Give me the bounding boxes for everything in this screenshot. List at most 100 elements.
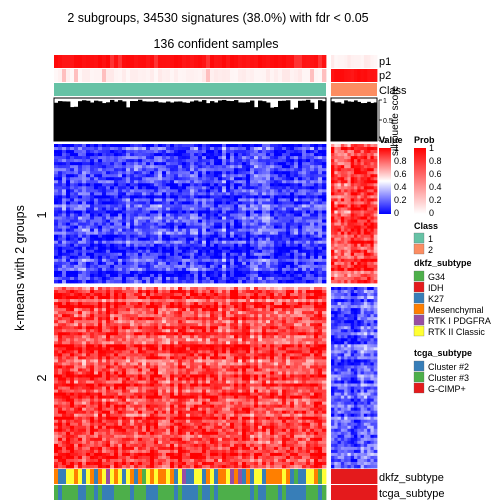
heatmap-cell <box>94 171 99 175</box>
heatmap-cell <box>354 276 358 281</box>
heatmap-cell <box>360 198 365 202</box>
heatmap-cell <box>310 323 315 327</box>
heatmap-cell <box>294 201 299 205</box>
heatmap-cell <box>363 252 368 257</box>
heatmap-cell <box>258 162 263 166</box>
heatmap-cell <box>150 287 155 291</box>
heatmap-cell <box>162 186 167 190</box>
heatmap-cell <box>58 243 63 248</box>
heatmap-cell <box>357 207 361 211</box>
heatmap-cell <box>294 207 299 211</box>
heatmap-cell <box>344 276 348 281</box>
heatmap-cell <box>318 329 323 333</box>
heatmap-cell <box>306 311 311 315</box>
heatmap-cell <box>178 237 183 242</box>
heatmap-cell <box>134 255 139 260</box>
heatmap-cell <box>222 210 227 214</box>
heatmap-cell <box>174 252 179 257</box>
heatmap-cell <box>90 335 95 339</box>
heatmap-cell <box>86 314 91 318</box>
heatmap-cell <box>314 174 319 178</box>
heatmap-cell <box>186 144 191 148</box>
heatmap-cell <box>154 290 159 294</box>
heatmap-cell <box>258 165 263 169</box>
heatmap-cell <box>182 237 187 242</box>
heatmap-cell <box>154 329 159 333</box>
heatmap-cell <box>334 189 338 193</box>
heatmap-cell <box>238 314 243 318</box>
heatmap-cell <box>290 246 295 251</box>
heatmap-cell <box>258 195 263 199</box>
heatmap-cell <box>138 302 143 306</box>
heatmap-cell <box>310 240 315 245</box>
heatmap-cell <box>350 159 355 163</box>
heatmap-cell <box>106 240 111 245</box>
heatmap-cell <box>182 299 187 303</box>
heatmap-cell <box>54 240 59 245</box>
heatmap-cell <box>182 180 187 184</box>
heatmap-cell <box>194 261 199 266</box>
heatmap-cell <box>134 305 139 309</box>
heatmap-cell <box>344 153 348 157</box>
heatmap-cell <box>134 246 139 251</box>
heatmap-cell <box>106 213 111 217</box>
heatmap-cell <box>246 177 251 181</box>
heatmap-cell <box>106 311 111 315</box>
heatmap-cell <box>154 302 159 306</box>
heatmap-cell <box>174 243 179 248</box>
heatmap-cell <box>298 177 303 181</box>
heatmap-cell <box>222 258 227 263</box>
heatmap-cell <box>86 147 91 151</box>
heatmap-cell <box>373 174 378 178</box>
heatmap-cell <box>54 338 59 342</box>
heatmap-cell <box>190 192 195 196</box>
heatmap-cell <box>218 165 223 169</box>
heatmap-cell <box>114 314 119 318</box>
heatmap-cell <box>110 308 115 312</box>
heatmap-cell <box>206 183 211 187</box>
heatmap-cell <box>142 243 147 248</box>
heatmap-cell <box>298 290 303 294</box>
heatmap-cell <box>74 192 79 196</box>
heatmap-cell <box>357 270 361 275</box>
heatmap-cell <box>262 293 267 297</box>
heatmap-cell <box>230 207 235 211</box>
heatmap-cell <box>82 258 87 263</box>
heatmap-cell <box>102 198 107 202</box>
heatmap-cell <box>238 270 243 275</box>
heatmap-cell <box>270 162 275 166</box>
heatmap-cell <box>250 302 255 306</box>
heatmap-cell <box>102 332 107 336</box>
heatmap-cell <box>158 329 163 333</box>
heatmap-cell <box>102 314 107 318</box>
heatmap-cell <box>298 311 303 315</box>
heatmap-cell <box>98 267 103 272</box>
heatmap-cell <box>367 261 371 266</box>
heatmap-cell <box>262 320 267 324</box>
heatmap-cell <box>78 317 83 321</box>
heatmap-cell <box>142 144 147 148</box>
heatmap-cell <box>262 287 267 291</box>
heatmap-cell <box>202 153 207 157</box>
heatmap-cell <box>210 293 215 297</box>
heatmap-cell <box>266 305 271 309</box>
heatmap-cell <box>162 317 167 321</box>
heatmap-cell <box>130 156 135 160</box>
heatmap-cell <box>146 243 151 248</box>
heatmap-cell <box>198 204 203 208</box>
heatmap-cell <box>254 177 259 181</box>
heatmap-cell <box>290 162 295 166</box>
heatmap-cell <box>142 192 147 196</box>
heatmap-cell <box>298 323 303 327</box>
heatmap-cell <box>354 201 358 205</box>
heatmap-cell <box>142 314 147 318</box>
heatmap-cell <box>126 201 131 205</box>
heatmap-cell <box>350 147 355 151</box>
heatmap-cell <box>126 270 131 275</box>
heatmap-cell <box>74 264 79 269</box>
heatmap-cell <box>226 216 231 220</box>
heatmap-cell <box>54 222 59 226</box>
heatmap-cell <box>210 302 215 306</box>
heatmap-cell <box>258 287 263 291</box>
